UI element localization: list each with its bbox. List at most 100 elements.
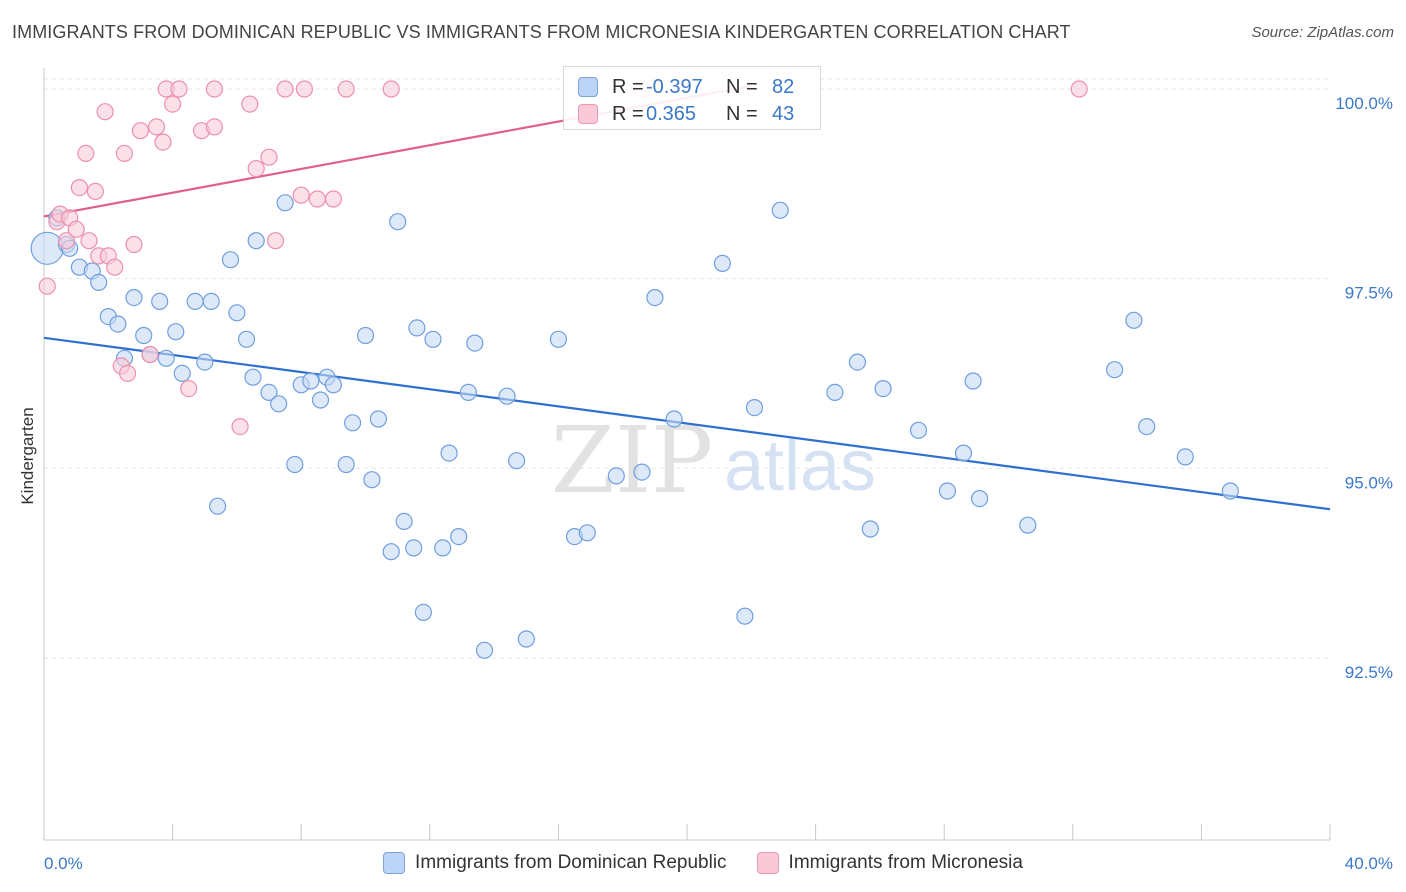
- x-tick-label-min: 0.0%: [44, 854, 83, 873]
- r-value-pink: 0.365: [646, 102, 697, 125]
- n-label: N =: [726, 75, 758, 98]
- point-blue: [405, 539, 423, 557]
- point-blue: [260, 383, 278, 401]
- stats-legend: R = -0.397 N = 82 R = 0.365 N = 43: [563, 66, 821, 130]
- point-pink: [147, 118, 166, 136]
- data-points: [30, 80, 1239, 659]
- point-blue: [202, 292, 220, 310]
- point-blue: [337, 455, 355, 474]
- point-blue: [382, 543, 400, 561]
- point-pink: [57, 232, 76, 250]
- n-value-blue: 82: [772, 75, 795, 98]
- point-blue: [861, 520, 879, 538]
- point-blue: [125, 289, 143, 307]
- point-pink: [266, 232, 285, 250]
- point-blue: [408, 319, 426, 337]
- legend-label-micronesia: Immigrants from Micronesia: [788, 852, 1023, 873]
- point-blue: [363, 471, 381, 489]
- point-pink: [67, 220, 85, 238]
- legend-item-dominican[interactable]: Immigrants from Dominican Republic: [383, 852, 727, 874]
- point-pink: [141, 345, 159, 364]
- point-blue: [356, 326, 375, 345]
- source-credit: Source: ZipAtlas.com: [1251, 24, 1394, 41]
- point-pink: [131, 122, 149, 140]
- point-pink: [260, 148, 278, 166]
- point-pink: [164, 95, 182, 113]
- point-blue: [633, 463, 651, 481]
- point-blue: [247, 232, 265, 250]
- point-blue: [771, 201, 789, 219]
- stats-row-pink: R = 0.365 N = 43: [578, 99, 794, 129]
- point-pink: [80, 232, 98, 250]
- chart-title: IMMIGRANTS FROM DOMINICAN REPUBLIC VS IM…: [12, 22, 1071, 42]
- point-blue: [440, 444, 458, 462]
- point-blue: [498, 387, 516, 405]
- point-pink: [86, 182, 105, 200]
- point-blue: [434, 539, 452, 557]
- point-blue: [157, 349, 175, 367]
- point-pink: [205, 80, 223, 98]
- point-blue: [1125, 311, 1143, 329]
- r-value-blue: -0.397: [646, 75, 703, 98]
- point-pink: [276, 80, 294, 98]
- point-blue: [475, 641, 494, 659]
- point-pink: [337, 80, 355, 98]
- point-pink: [96, 103, 114, 121]
- point-blue: [450, 527, 468, 546]
- point-pink: [295, 80, 313, 98]
- point-blue: [736, 607, 754, 625]
- point-blue: [228, 304, 246, 322]
- r-label: R =: [612, 102, 644, 125]
- axes: [43, 68, 1331, 841]
- point-pink: [70, 179, 89, 197]
- point-blue: [578, 524, 596, 542]
- point-pink: [247, 160, 265, 178]
- point-pink: [382, 80, 400, 98]
- y-axis-label: Kindergarten: [18, 407, 37, 505]
- point-blue: [286, 455, 304, 474]
- legend-swatch-pink: [756, 852, 779, 874]
- point-blue: [424, 330, 442, 348]
- point-blue: [745, 399, 764, 417]
- point-pink: [38, 277, 56, 295]
- point-blue: [466, 334, 484, 352]
- watermark-zip: ZIP: [551, 407, 713, 514]
- point-blue: [302, 372, 320, 390]
- point-blue: [826, 383, 844, 401]
- point-blue: [167, 323, 185, 341]
- stats-row-blue: R = -0.397 N = 82: [578, 72, 794, 102]
- legend-item-micronesia[interactable]: Immigrants from Micronesia: [756, 852, 1023, 874]
- point-blue: [549, 330, 568, 348]
- point-blue: [151, 292, 169, 310]
- stats-swatch-blue: [578, 77, 598, 97]
- point-blue: [135, 326, 153, 345]
- point-blue: [209, 497, 227, 515]
- point-blue: [459, 383, 477, 401]
- legend-swatch-blue: [383, 852, 406, 874]
- point-blue: [1138, 418, 1156, 436]
- point-blue: [1105, 361, 1124, 379]
- point-pink: [205, 118, 223, 136]
- point-blue: [109, 315, 127, 333]
- point-blue: [665, 410, 683, 428]
- point-pink: [106, 258, 124, 276]
- point-blue: [954, 444, 973, 462]
- n-label: N =: [726, 102, 758, 125]
- y-tick-labels: 100.0% 97.5% 95.0% 92.5%: [1335, 94, 1393, 682]
- point-blue: [344, 414, 362, 432]
- point-blue: [874, 380, 892, 398]
- point-blue: [414, 603, 432, 622]
- point-pink: [125, 235, 143, 254]
- y-tick-label: 97.5%: [1345, 284, 1393, 303]
- x-tick-label-max: 40.0%: [1345, 854, 1393, 873]
- point-pink: [292, 186, 310, 204]
- point-pink: [324, 190, 342, 208]
- n-value-pink: 43: [772, 102, 795, 125]
- y-tick-label: 95.0%: [1345, 473, 1393, 492]
- gridlines: [44, 78, 1330, 659]
- point-blue: [938, 482, 957, 500]
- point-pink: [115, 144, 134, 162]
- point-blue: [607, 467, 625, 485]
- point-blue: [1019, 516, 1037, 534]
